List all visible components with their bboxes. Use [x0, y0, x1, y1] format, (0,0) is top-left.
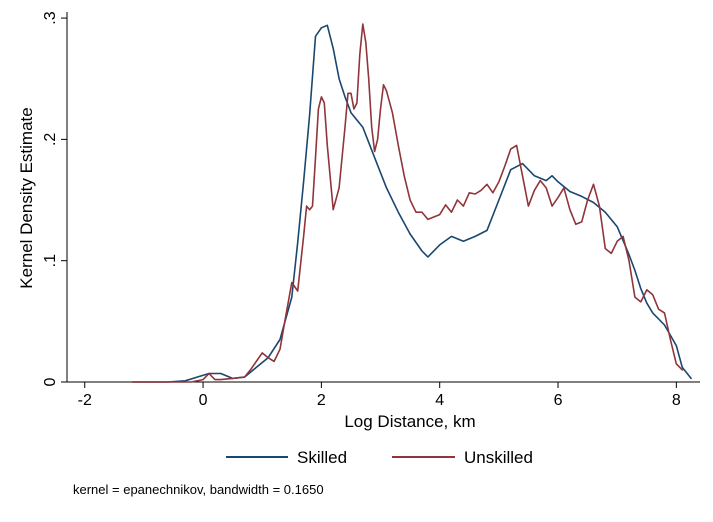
- y-tick-label: .1: [42, 254, 59, 267]
- chart-note: kernel = epanechnikov, bandwidth = 0.165…: [73, 482, 324, 497]
- series-layer: [131, 23, 692, 383]
- y-axis-title: Kernel Density Estimate: [17, 107, 36, 288]
- x-tick-label: -2: [78, 392, 92, 409]
- legend-label-skilled: Skilled: [297, 448, 347, 467]
- x-tick-label: 4: [435, 392, 444, 409]
- axes-layer: [66, 12, 700, 383]
- x-tick-label: 2: [317, 392, 326, 409]
- legend-label-unskilled: Unskilled: [464, 448, 533, 467]
- x-tick-label: 6: [554, 392, 563, 409]
- y-tick-label: .3: [42, 11, 59, 24]
- legend: Skilled Unskilled: [226, 448, 533, 467]
- x-tick-label: 0: [199, 392, 208, 409]
- x-ticks: -2 0 2 4 6 8: [78, 382, 681, 409]
- y-tick-label: 0: [42, 377, 59, 386]
- y-tick-label: .2: [42, 133, 59, 146]
- x-axis-title: Log Distance, km: [344, 412, 475, 431]
- x-tick-label: 8: [672, 392, 681, 409]
- y-ticks: 0 .1 .2 .3: [42, 11, 67, 386]
- series-line-unskilled: [131, 23, 684, 383]
